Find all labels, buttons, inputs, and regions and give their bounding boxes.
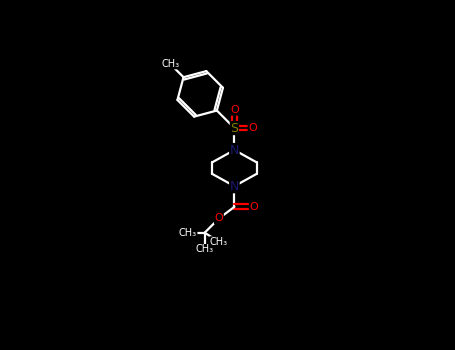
- Text: N: N: [230, 144, 239, 156]
- Text: CH₃: CH₃: [161, 59, 179, 69]
- Text: O: O: [214, 214, 223, 224]
- Text: S: S: [230, 121, 238, 134]
- Text: CH₃: CH₃: [179, 228, 197, 238]
- Text: O: O: [248, 123, 257, 133]
- Text: N: N: [230, 180, 239, 193]
- Text: CH₃: CH₃: [210, 237, 228, 247]
- Text: O: O: [249, 202, 258, 212]
- Text: CH₃: CH₃: [196, 245, 214, 254]
- Text: O: O: [230, 105, 239, 115]
